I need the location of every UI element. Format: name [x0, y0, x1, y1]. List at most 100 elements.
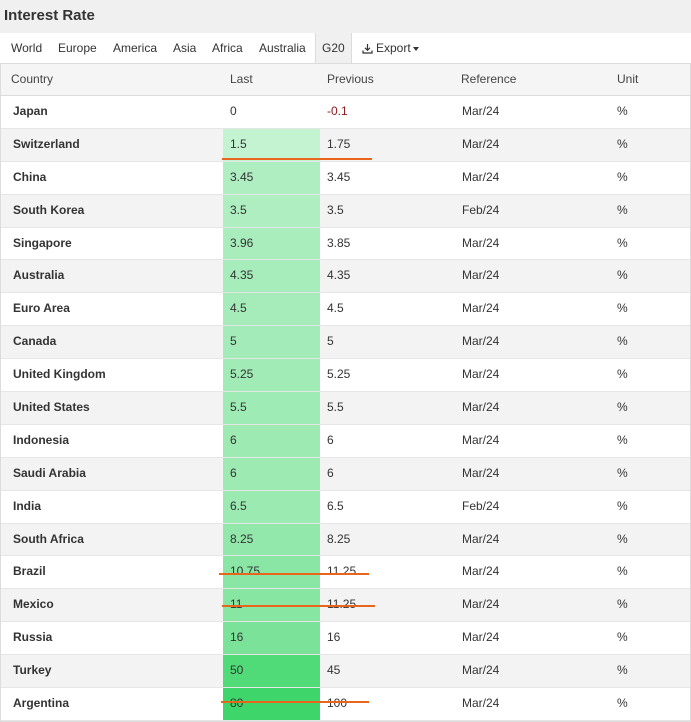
last-cell: 4.35 — [223, 260, 320, 293]
tab-europe[interactable]: Europe — [58, 41, 97, 55]
last-cell: 80 — [223, 688, 320, 720]
country-cell[interactable]: Singapore — [13, 235, 72, 250]
table-row[interactable]: Singapore 3.96 3.85 Mar/24% — [1, 227, 690, 261]
reference-cell: Mar/24 — [462, 400, 500, 415]
country-cell[interactable]: South Korea — [13, 202, 85, 217]
country-cell[interactable]: China — [13, 169, 47, 184]
table-body: Japan 0 -0.1 Mar/24% Switzerland 1.5 1.75 Mar/2… — [1, 96, 690, 721]
table-row[interactable]: Japan 0 -0.1 Mar/24% — [1, 96, 690, 129]
country-cell[interactable]: India — [13, 498, 42, 513]
country-cell[interactable]: Turkey — [13, 663, 52, 678]
last-cell: 3.5 — [223, 194, 320, 227]
column-header-previous[interactable]: Previous — [327, 72, 374, 86]
reference-cell: Mar/24 — [462, 696, 500, 711]
previous-cell: 45 — [327, 663, 341, 678]
country-cell[interactable]: Saudi Arabia — [13, 465, 86, 480]
country-cell[interactable]: Switzerland — [13, 136, 80, 151]
reference-cell: Mar/24 — [462, 597, 500, 612]
export-button[interactable]: Export — [362, 33, 419, 63]
column-header-unit[interactable]: Unit — [617, 72, 639, 86]
reference-cell: Mar/24 — [462, 531, 500, 546]
table-row[interactable]: Brazil 10.75 11.25 Mar/24% — [1, 556, 690, 590]
table-row[interactable]: United States 5.5 5.5 Mar/24% — [1, 392, 690, 425]
tab-g20[interactable]: G20 — [315, 33, 352, 63]
table-row[interactable]: Indonesia 6 6 Mar/24% — [1, 424, 690, 458]
tab-africa[interactable]: Africa — [212, 41, 243, 55]
column-header-last[interactable]: Last — [230, 72, 253, 86]
tab-australia[interactable]: Australia — [259, 41, 306, 55]
table-row[interactable]: South Korea 3.5 3.5 Feb/24% — [1, 194, 690, 228]
table-row[interactable]: Switzerland 1.5 1.75 Mar/24% — [1, 128, 690, 162]
country-cell[interactable]: Indonesia — [13, 432, 70, 447]
table-row[interactable]: Australia 4.35 4.35 Mar/24% — [1, 260, 690, 294]
last-cell: 6.5 — [223, 490, 320, 523]
column-header-country[interactable]: Country — [11, 72, 54, 86]
previous-cell: 4.35 — [327, 268, 351, 283]
tab-america[interactable]: America — [113, 41, 158, 55]
last-cell: 3.96 — [223, 227, 320, 260]
previous-cell: 16 — [327, 630, 341, 645]
reference-cell: Mar/24 — [462, 268, 500, 283]
country-cell[interactable]: Australia — [13, 268, 65, 283]
previous-cell: 5 — [327, 334, 334, 349]
last-cell: 1.5 — [223, 128, 320, 161]
last-cell: 5 — [223, 326, 320, 359]
tab-asia[interactable]: Asia — [173, 41, 197, 55]
previous-cell: 6 — [327, 465, 334, 480]
last-cell: 6 — [223, 457, 320, 490]
country-cell[interactable]: Japan — [13, 104, 48, 118]
table-row[interactable]: Euro Area 4.5 4.5 Mar/24% — [1, 293, 690, 327]
country-cell[interactable]: Russia — [13, 630, 53, 645]
tab-world[interactable]: World — [11, 41, 43, 55]
table-row[interactable]: South Africa 8.25 8.25 Mar/24% — [1, 523, 690, 557]
last-cell: 8.25 — [223, 523, 320, 556]
export-label: Export — [376, 41, 411, 55]
last-cell: 5.25 — [223, 359, 320, 392]
table-row[interactable]: United Kingdom 5.25 5.25 Mar/24% — [1, 359, 690, 393]
table-row[interactable]: Russia 16 16 Mar/24% — [1, 622, 690, 656]
reference-cell: Mar/24 — [462, 630, 500, 645]
reference-cell: Mar/24 — [462, 169, 500, 184]
region-tabs: World Europe America Asia Africa Austral… — [0, 33, 691, 63]
country-cell[interactable]: Canada — [13, 334, 57, 349]
change-underline — [222, 604, 375, 607]
country-cell[interactable]: Euro Area — [13, 301, 70, 316]
change-underline — [219, 573, 369, 575]
previous-cell: -0.1 — [327, 104, 348, 118]
table-header: Country Last Previous Reference Unit — [1, 63, 690, 96]
table-row[interactable]: Canada 5 5 Mar/24% — [1, 326, 690, 360]
download-icon — [362, 44, 373, 54]
table-row[interactable]: Saudi Arabia 6 6 Mar/24% — [1, 457, 690, 491]
table-row[interactable]: Argentina 80 100 Mar/24% — [1, 688, 690, 721]
reference-cell: Mar/24 — [462, 136, 500, 151]
table-row[interactable]: China 3.45 3.45 Mar/24% — [1, 161, 690, 195]
previous-cell: 5.5 — [327, 400, 344, 415]
reference-cell: Feb/24 — [462, 202, 500, 217]
country-cell[interactable]: Argentina — [13, 696, 70, 711]
reference-cell: Mar/24 — [462, 301, 500, 316]
table-row[interactable]: India 6.5 6.5 Feb/24% — [1, 490, 690, 524]
country-cell[interactable]: South Africa — [13, 531, 84, 546]
previous-cell: 8.25 — [327, 531, 351, 546]
unit-cell: % — [617, 334, 628, 349]
country-cell[interactable]: United States — [13, 400, 90, 415]
unit-cell: % — [617, 367, 628, 382]
country-cell[interactable]: Mexico — [13, 597, 54, 612]
unit-cell: % — [617, 564, 628, 579]
table-row[interactable]: Turkey 50 45 Mar/24% — [1, 655, 690, 689]
change-underline — [221, 700, 369, 703]
previous-cell: 3.85 — [327, 235, 351, 250]
unit-cell: % — [617, 597, 628, 612]
unit-cell: % — [617, 169, 628, 184]
country-cell[interactable]: Brazil — [13, 564, 46, 579]
unit-cell: % — [617, 268, 628, 283]
country-cell[interactable]: United Kingdom — [13, 367, 106, 382]
interest-rate-table: Country Last Previous Reference Unit Jap… — [0, 63, 691, 722]
previous-cell: 4.5 — [327, 301, 344, 316]
unit-cell: % — [617, 202, 628, 217]
last-cell: 3.45 — [223, 161, 320, 194]
previous-cell: 5.25 — [327, 367, 351, 382]
unit-cell: % — [617, 531, 628, 546]
column-header-reference[interactable]: Reference — [461, 72, 517, 86]
reference-cell: Feb/24 — [462, 498, 500, 513]
